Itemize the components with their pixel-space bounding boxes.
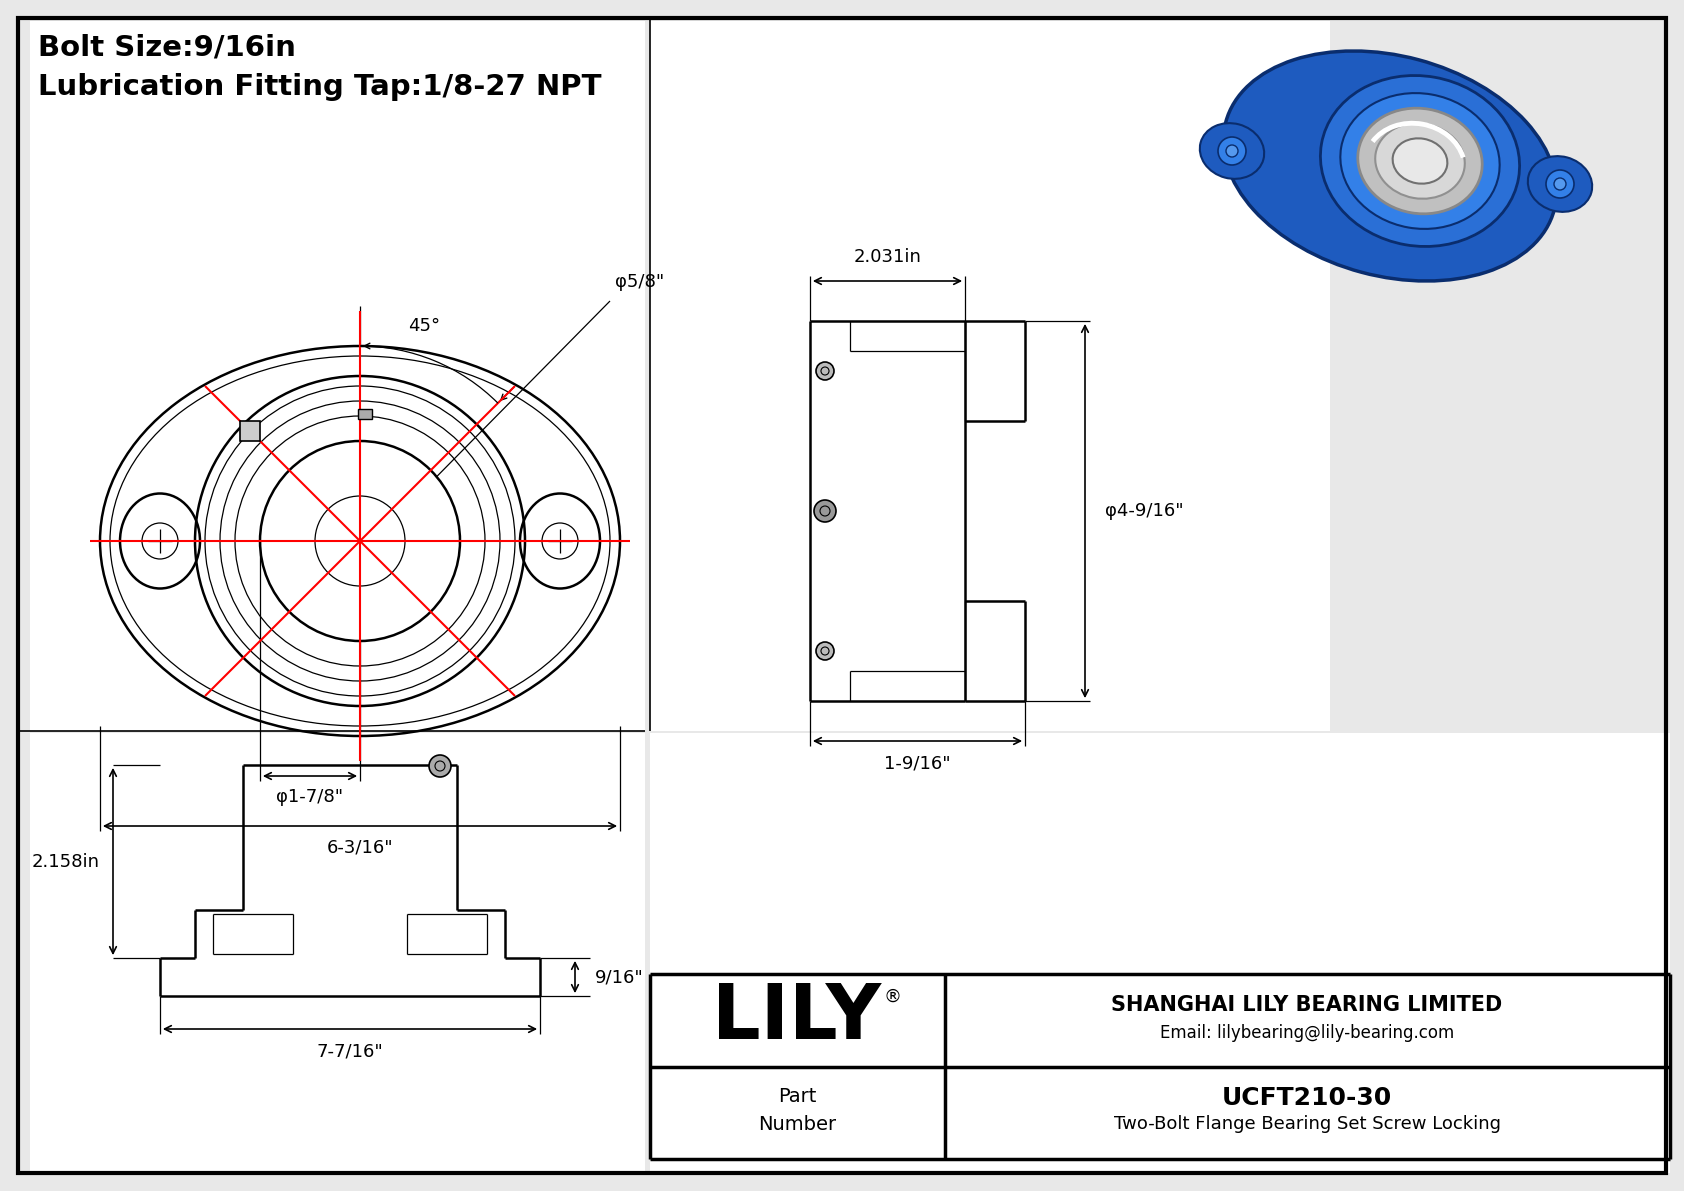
- Text: SHANGHAI LILY BEARING LIMITED: SHANGHAI LILY BEARING LIMITED: [1111, 996, 1502, 1016]
- Text: 1-9/16": 1-9/16": [884, 754, 951, 772]
- Text: φ1-7/8": φ1-7/8": [276, 788, 344, 806]
- Text: Lubrication Fitting Tap:1/8-27 NPT: Lubrication Fitting Tap:1/8-27 NPT: [39, 73, 601, 101]
- Ellipse shape: [1527, 156, 1591, 212]
- Circle shape: [813, 500, 835, 522]
- Text: Two-Bolt Flange Bearing Set Screw Locking: Two-Bolt Flange Bearing Set Screw Lockin…: [1113, 1115, 1500, 1133]
- Ellipse shape: [1376, 123, 1465, 199]
- Text: 9/16": 9/16": [594, 968, 643, 986]
- Circle shape: [429, 755, 451, 777]
- Text: 45°: 45°: [408, 317, 440, 335]
- Text: 2.158in: 2.158in: [32, 853, 99, 871]
- Text: ®: ®: [882, 987, 901, 1005]
- Text: Bolt Size:9/16in: Bolt Size:9/16in: [39, 33, 296, 61]
- Text: Part
Number: Part Number: [758, 1087, 835, 1134]
- Text: 7-7/16": 7-7/16": [317, 1042, 384, 1060]
- Text: UCFT210-30: UCFT210-30: [1223, 1086, 1393, 1110]
- Text: φ5/8": φ5/8": [615, 273, 663, 291]
- Circle shape: [817, 642, 834, 660]
- Bar: [359, 409, 372, 419]
- Ellipse shape: [1199, 123, 1265, 179]
- Text: φ4-9/16": φ4-9/16": [1105, 501, 1184, 520]
- Circle shape: [1554, 177, 1566, 191]
- Bar: [241, 422, 261, 442]
- Text: 2.031in: 2.031in: [854, 248, 921, 266]
- Ellipse shape: [1340, 93, 1500, 229]
- Ellipse shape: [1223, 51, 1556, 281]
- Text: 6-3/16": 6-3/16": [327, 838, 394, 858]
- Bar: [650, 732, 1671, 1173]
- Bar: [30, 732, 645, 1173]
- Circle shape: [1226, 145, 1238, 157]
- Text: LILY: LILY: [712, 981, 881, 1055]
- Circle shape: [817, 362, 834, 380]
- Ellipse shape: [1393, 138, 1447, 183]
- Text: Email: lilybearing@lily-bearing.com: Email: lilybearing@lily-bearing.com: [1160, 1024, 1453, 1042]
- Bar: [650, 21, 1330, 731]
- Circle shape: [1218, 137, 1246, 166]
- Ellipse shape: [1357, 108, 1482, 214]
- Ellipse shape: [1320, 75, 1519, 247]
- Bar: [30, 21, 645, 731]
- Circle shape: [1546, 170, 1575, 198]
